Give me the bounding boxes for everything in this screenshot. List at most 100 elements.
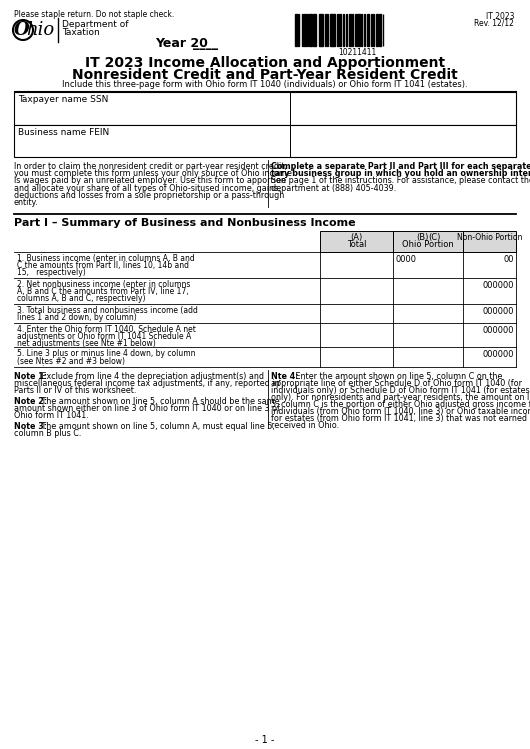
Text: 4. Enter the Ohio form IT 1040, Schedule A net: 4. Enter the Ohio form IT 1040, Schedule… [17,325,196,334]
Bar [295,14,297,46]
Text: (B): (B) [416,233,428,242]
Text: you must complete this form unless your only source of Ohio income: you must complete this form unless your … [14,169,292,178]
Text: appropriate line of either Schedule D of Ohio form IT 1040 (for: appropriate line of either Schedule D of… [271,379,522,388]
Text: Rev. 12/12: Rev. 12/12 [474,19,514,28]
Text: tary business group in which you hold an ownership interest.: tary business group in which you hold an… [271,169,530,178]
Text: column B plus C.: column B plus C. [14,429,82,438]
Text: (see Nṭes #2 and #3 below): (see Nṭes #2 and #3 below) [17,357,125,366]
Bar [463,231,516,252]
Bar [321,14,323,46]
Text: O: O [14,21,30,39]
Bar [367,14,369,46]
Text: miscellaneous federal income tax adjustments, if any, reported in: miscellaneous federal income tax adjustm… [14,379,279,388]
Bar [379,14,381,46]
Text: See page 1 of the instructions. For assistance, please contact the: See page 1 of the instructions. For assi… [271,177,530,186]
Text: Parts II or IV of this worksheet.: Parts II or IV of this worksheet. [14,386,136,395]
Text: 15,   respectively): 15, respectively) [17,268,86,277]
Bar [302,14,303,46]
Bar [330,14,332,46]
Text: Ohio Portion: Ohio Portion [402,240,454,249]
Text: net adjustments (see Nṭe #1 below): net adjustments (see Nṭe #1 below) [17,339,156,348]
Bar [349,14,351,46]
Bar [337,14,338,46]
Circle shape [13,20,33,40]
Bar [370,14,372,46]
Bar [373,14,374,46]
Text: 000000: 000000 [482,281,514,290]
Text: Include this three-page form with Ohio form IT 1040 (individuals) or Ohio form I: Include this three-page form with Ohio f… [62,80,468,89]
Bar [332,14,335,46]
Bar [319,14,321,46]
Text: 3. Total business and nonbusiness income (add: 3. Total business and nonbusiness income… [17,306,198,315]
Text: 5. Line 3 plus or minus line 4 down, by column: 5. Line 3 plus or minus line 4 down, by … [17,349,196,358]
Text: Taxpayer name SSN: Taxpayer name SSN [18,95,108,104]
Text: is wages paid by an unrelated employer. Use this form to apportion: is wages paid by an unrelated employer. … [14,177,286,186]
Text: Part I – Summary of Business and Nonbusiness Income: Part I – Summary of Business and Nonbusi… [14,218,356,228]
Bar [361,14,362,46]
Bar [355,14,356,46]
Text: and allocate your share of all types of Ohio-sitused income, gains,: and allocate your share of all types of … [14,184,280,192]
Text: only). For nonresidents and part-year residents, the amount on line: only). For nonresidents and part-year re… [271,393,530,402]
Text: columns A, B and C, respectively): columns A, B and C, respectively) [17,294,146,303]
Text: 000000: 000000 [482,326,514,335]
Text: 10211411: 10211411 [338,48,376,57]
Text: C the amounts from Part II, lines 10, 14b and: C the amounts from Part II, lines 10, 14… [17,261,189,270]
Text: (A): (A) [350,233,363,242]
Text: Exclude from line 4 the depreciation adjustment(s) and: Exclude from line 4 the depreciation adj… [39,372,264,381]
Text: individuals (from Ohio form IT 1040, line 3) or Ohio taxable income: individuals (from Ohio form IT 1040, lin… [271,407,530,416]
Bar [339,14,341,46]
Text: Note 1:: Note 1: [14,372,47,381]
Text: In order to claim the nonresident credit or part-year resident credit,: In order to claim the nonresident credit… [14,162,287,171]
Bar [313,14,314,46]
Text: Year 20: Year 20 [155,37,208,50]
Bar [376,14,378,46]
Bar [357,14,359,46]
Bar [298,14,299,46]
Text: 000000: 000000 [482,350,514,359]
Text: Note 2:: Note 2: [14,397,47,406]
Bar [343,14,344,46]
Text: entity.: entity. [14,198,39,207]
Bar [304,14,306,46]
Text: A, B and C the amounts from Part IV, line 17,: A, B and C the amounts from Part IV, lin… [17,287,189,296]
Text: 00: 00 [504,255,514,264]
Text: individuals only) or Schedule D of Ohio form IT 1041 (for estates: individuals only) or Schedule D of Ohio … [271,386,529,395]
Text: for estates (from Ohio form IT 1041, line 3) that was not earned or: for estates (from Ohio form IT 1041, lin… [271,414,530,423]
Text: Department of: Department of [62,20,128,29]
Text: amount shown either on line 3 of Ohio form IT 1040 or on line 3 of: amount shown either on line 3 of Ohio fo… [14,404,280,413]
Text: Nonresident Credit and Part-Year Resident Credit: Nonresident Credit and Part-Year Residen… [72,68,458,82]
Text: department at (888) 405-4039.: department at (888) 405-4039. [271,184,396,192]
Text: hio: hio [26,21,54,39]
Bar [14,92,516,125]
Text: IT 2023 Income Allocation and Apportionment: IT 2023 Income Allocation and Apportionm… [85,56,445,70]
Bar [315,14,316,46]
Text: Total: Total [347,240,366,249]
Bar [346,14,347,46]
Text: Please staple return. Do not staple check.: Please staple return. Do not staple chec… [14,10,174,19]
Text: Business name FEIN: Business name FEIN [18,128,109,137]
Bar [393,231,463,252]
Text: 1. Business income (enter in columns A, B and: 1. Business income (enter in columns A, … [17,254,195,263]
Text: The amount shown on line 5, column A, must equal line 5,: The amount shown on line 5, column A, mu… [39,422,275,431]
Text: Non-Ohio Portion: Non-Ohio Portion [457,233,522,242]
Text: 5, column C is the portion of either Ohio adjusted gross income for: 5, column C is the portion of either Ohi… [271,400,530,409]
Bar [352,14,353,46]
Text: Complete a separate Part II and Part III for each separate uni-: Complete a separate Part II and Part III… [271,162,530,171]
Text: Ohio form IT 1041.: Ohio form IT 1041. [14,411,89,420]
Text: adjustments or Ohio form IT 1041 Schedule A: adjustments or Ohio form IT 1041 Schedul… [17,333,191,342]
Text: Enter the amount shown on line 5, column C on the: Enter the amount shown on line 5, column… [293,372,502,381]
Text: The amount shown on line 5, column A should be the same: The amount shown on line 5, column A sho… [39,397,280,406]
Bar [307,14,308,46]
Text: Taxation: Taxation [62,28,100,37]
Text: 0000: 0000 [396,255,417,264]
Bar [14,125,516,157]
Text: (C): (C) [428,233,440,242]
Text: deductions and losses from a sole proprietorship or a pass-through: deductions and losses from a sole propri… [14,191,284,200]
Text: - 1 -: - 1 - [255,735,275,745]
Text: ____: ____ [193,37,218,50]
Text: Nṭe 4:: Nṭe 4: [271,372,298,381]
Text: 000000: 000000 [482,307,514,316]
Text: Note 3:: Note 3: [14,422,47,431]
Text: 2. Net nonbusiness income (enter in columns: 2. Net nonbusiness income (enter in colu… [17,280,190,289]
Text: lines 1 and 2 down, by column): lines 1 and 2 down, by column) [17,313,137,322]
